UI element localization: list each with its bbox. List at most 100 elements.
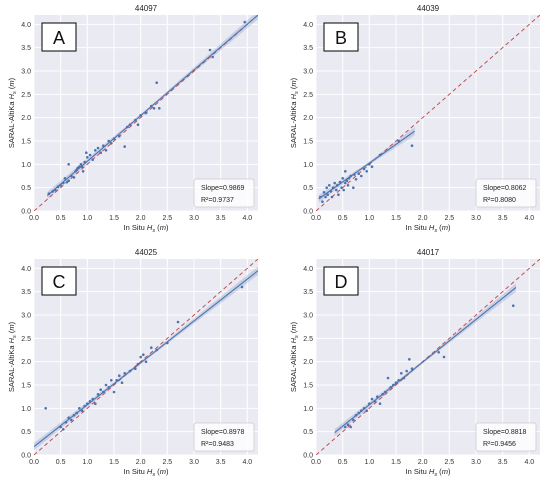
panel-label-box xyxy=(323,22,359,52)
y-tick-label: 3.0 xyxy=(303,313,313,320)
data-point xyxy=(337,193,340,196)
y-tick-label: 0.5 xyxy=(303,429,313,436)
y-tick-label: 2.0 xyxy=(21,115,31,122)
data-point xyxy=(123,145,126,148)
data-point xyxy=(44,407,47,410)
data-point xyxy=(104,149,108,152)
x-tick-label: 3.0 xyxy=(189,459,199,466)
panel-label-box xyxy=(323,266,359,296)
data-point xyxy=(62,428,65,431)
y-tick-label: 0.0 xyxy=(303,209,313,216)
y-tick-label: 3.5 xyxy=(303,289,313,296)
y-tick-label: 2.5 xyxy=(303,92,313,99)
x-tick-label: 4.0 xyxy=(524,215,534,222)
y-tick-label: 1.5 xyxy=(303,139,313,146)
data-point xyxy=(91,158,94,161)
data-point xyxy=(360,174,363,178)
stats-box xyxy=(475,178,537,208)
data-point xyxy=(410,144,414,147)
panel-label-box xyxy=(41,266,77,296)
data-point xyxy=(208,48,212,52)
y-tick-label: 2.5 xyxy=(303,336,313,343)
x-tick-label: 1.0 xyxy=(364,459,374,466)
regression-line xyxy=(46,15,258,197)
data-point xyxy=(335,188,338,192)
x-tick-label: 0.5 xyxy=(338,459,348,466)
stats-box xyxy=(193,422,255,452)
panel-label: B xyxy=(335,28,347,48)
data-point xyxy=(328,184,331,187)
chart-title: 44025 xyxy=(135,248,158,257)
slope-text: Slope=0.8818 xyxy=(483,429,527,436)
data-point xyxy=(120,381,124,385)
y-tick-label: 2.0 xyxy=(303,359,313,366)
slope-text: Slope=0.8062 xyxy=(483,185,527,192)
data-point xyxy=(442,355,446,359)
r2-text: R²=0.8080 xyxy=(483,197,516,204)
data-point xyxy=(67,179,70,182)
x-axis-label: In Situ Hs (m) xyxy=(406,467,451,478)
data-point xyxy=(94,149,97,152)
x-tick-label: 2.5 xyxy=(162,459,172,466)
data-point xyxy=(112,390,116,394)
data-point xyxy=(512,304,515,308)
x-axis-label: In Situ Hs (m) xyxy=(124,223,169,234)
x-tick-label: 4.0 xyxy=(242,459,252,466)
x-tick-label: 1.0 xyxy=(82,459,92,466)
data-point xyxy=(365,170,369,173)
x-axis-label: In Situ Hs (m) xyxy=(406,223,451,234)
x-tick-label: 2.5 xyxy=(162,215,172,222)
plot-contents xyxy=(34,15,258,211)
data-point xyxy=(144,360,148,364)
data-point xyxy=(408,358,411,361)
stats-box xyxy=(193,178,255,208)
data-point xyxy=(88,153,92,157)
y-axis-label: SARAL-AltiKa Hs (m) xyxy=(7,77,18,148)
data-point xyxy=(344,181,347,185)
x-tick-label: 2.5 xyxy=(444,215,454,222)
data-point xyxy=(150,346,153,350)
data-point xyxy=(326,193,330,196)
x-tick-label: 2.0 xyxy=(418,459,428,466)
x-tick-label: 2.5 xyxy=(444,459,454,466)
data-point xyxy=(63,177,67,180)
data-point xyxy=(139,355,142,359)
x-tick-label: 2.0 xyxy=(418,215,428,222)
data-point xyxy=(99,388,102,392)
chart-title: 44097 xyxy=(135,4,158,13)
x-tick-label: 3.5 xyxy=(498,459,508,466)
r2-text: R²=0.9456 xyxy=(483,441,516,448)
y-tick-label: 3.5 xyxy=(21,289,31,296)
data-point xyxy=(342,188,346,192)
y-tick-label: 4.0 xyxy=(21,22,31,29)
x-tick-label: 1.5 xyxy=(109,459,119,466)
y-tick-label: 2.0 xyxy=(303,115,313,122)
x-tick-label: 0.0 xyxy=(311,215,321,222)
data-point xyxy=(370,165,374,168)
panel-label: D xyxy=(335,272,348,292)
y-tick-label: 1.0 xyxy=(21,406,31,413)
data-point xyxy=(79,163,83,166)
y-tick-label: 1.5 xyxy=(21,383,31,390)
y-tick-label: 2.0 xyxy=(21,359,31,366)
data-point xyxy=(325,186,329,189)
slope-text: Slope=0.8978 xyxy=(201,429,245,436)
data-point xyxy=(118,374,121,378)
y-tick-label: 4.0 xyxy=(303,22,313,29)
y-tick-label: 1.0 xyxy=(303,162,313,169)
panel-label: C xyxy=(53,272,66,292)
chart-panel-d: 0.00.0 0.5 0.5 1.0 1.0 1.5 1.5 2.0 2.0 2.5 2.5 3.0 3… xyxy=(289,248,540,478)
data-point xyxy=(96,146,100,150)
y-tick-label: 4.0 xyxy=(21,266,31,273)
y-tick-label: 1.5 xyxy=(21,139,31,146)
y-tick-label: 0.0 xyxy=(21,453,31,460)
data-point xyxy=(86,156,89,159)
regression-line xyxy=(34,270,258,448)
data-point xyxy=(78,407,81,410)
regression-line xyxy=(318,130,415,200)
x-tick-label: 4.0 xyxy=(524,459,534,466)
data-point xyxy=(346,184,350,187)
x-tick-label: 1.5 xyxy=(391,459,401,466)
y-tick-label: 4.0 xyxy=(303,266,313,273)
r2-text: R²=0.9737 xyxy=(201,197,234,204)
